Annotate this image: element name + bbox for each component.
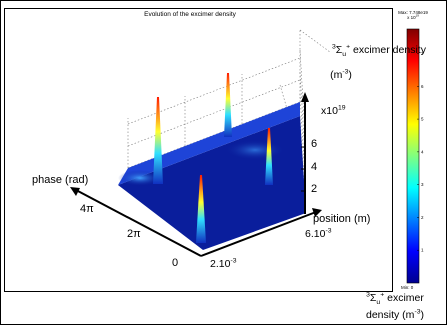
z-axis-unit: (m-3) [330,68,352,81]
ridge-glow [118,170,162,186]
z-axis-label: 3Σu+ excimer density [332,43,426,59]
y-tick-label: 4π [80,203,94,215]
colorbar-tick-label: 5 [421,117,424,122]
colorbar-tick-label: 1 [421,248,424,253]
colorbar-tick-label: 3 [421,182,424,187]
chart-title: Evolution of the excimer density [144,11,236,18]
z-tick-label: 4 [311,161,318,173]
x-tick-label: 6.10-3 [305,227,332,240]
colorbar-max-label: Max: 7.748e19 x 1019 [398,10,428,20]
axes [70,92,322,257]
density-peaks [153,73,273,243]
colorbar-tick-label: 2 [421,215,424,220]
y-tick-label: 0 [172,257,179,269]
peak-2 [196,175,206,243]
peak-4 [265,128,273,185]
peak-3 [224,73,232,137]
colorbar-label: 3Σu+ excimer density (m-3) [365,291,424,322]
y-tick-label: 2π [127,228,141,240]
colorbar-tick-label: 4 [421,149,424,154]
surface-glow [225,140,285,160]
colorbar-tick-label: 7 [421,51,424,56]
x-tick-label: 2.10-3 [210,257,237,270]
colorbar [406,28,420,284]
x-axis-label: position (m) [313,213,371,225]
colorbar-min-label: Min: 0 [401,285,414,290]
z-tick-label: 2 [311,183,318,195]
y-axis-label: phase (rad) [32,174,89,186]
colorbar-ticks: 1 2 3 4 5 6 7 [417,51,424,253]
surface-back-edge [118,102,300,185]
z-axis-multiplier: x1019 [321,104,346,117]
peak-1 [153,97,163,184]
z-tick-label: 6 [311,138,318,150]
colorbar-tick-label: 6 [421,84,424,89]
